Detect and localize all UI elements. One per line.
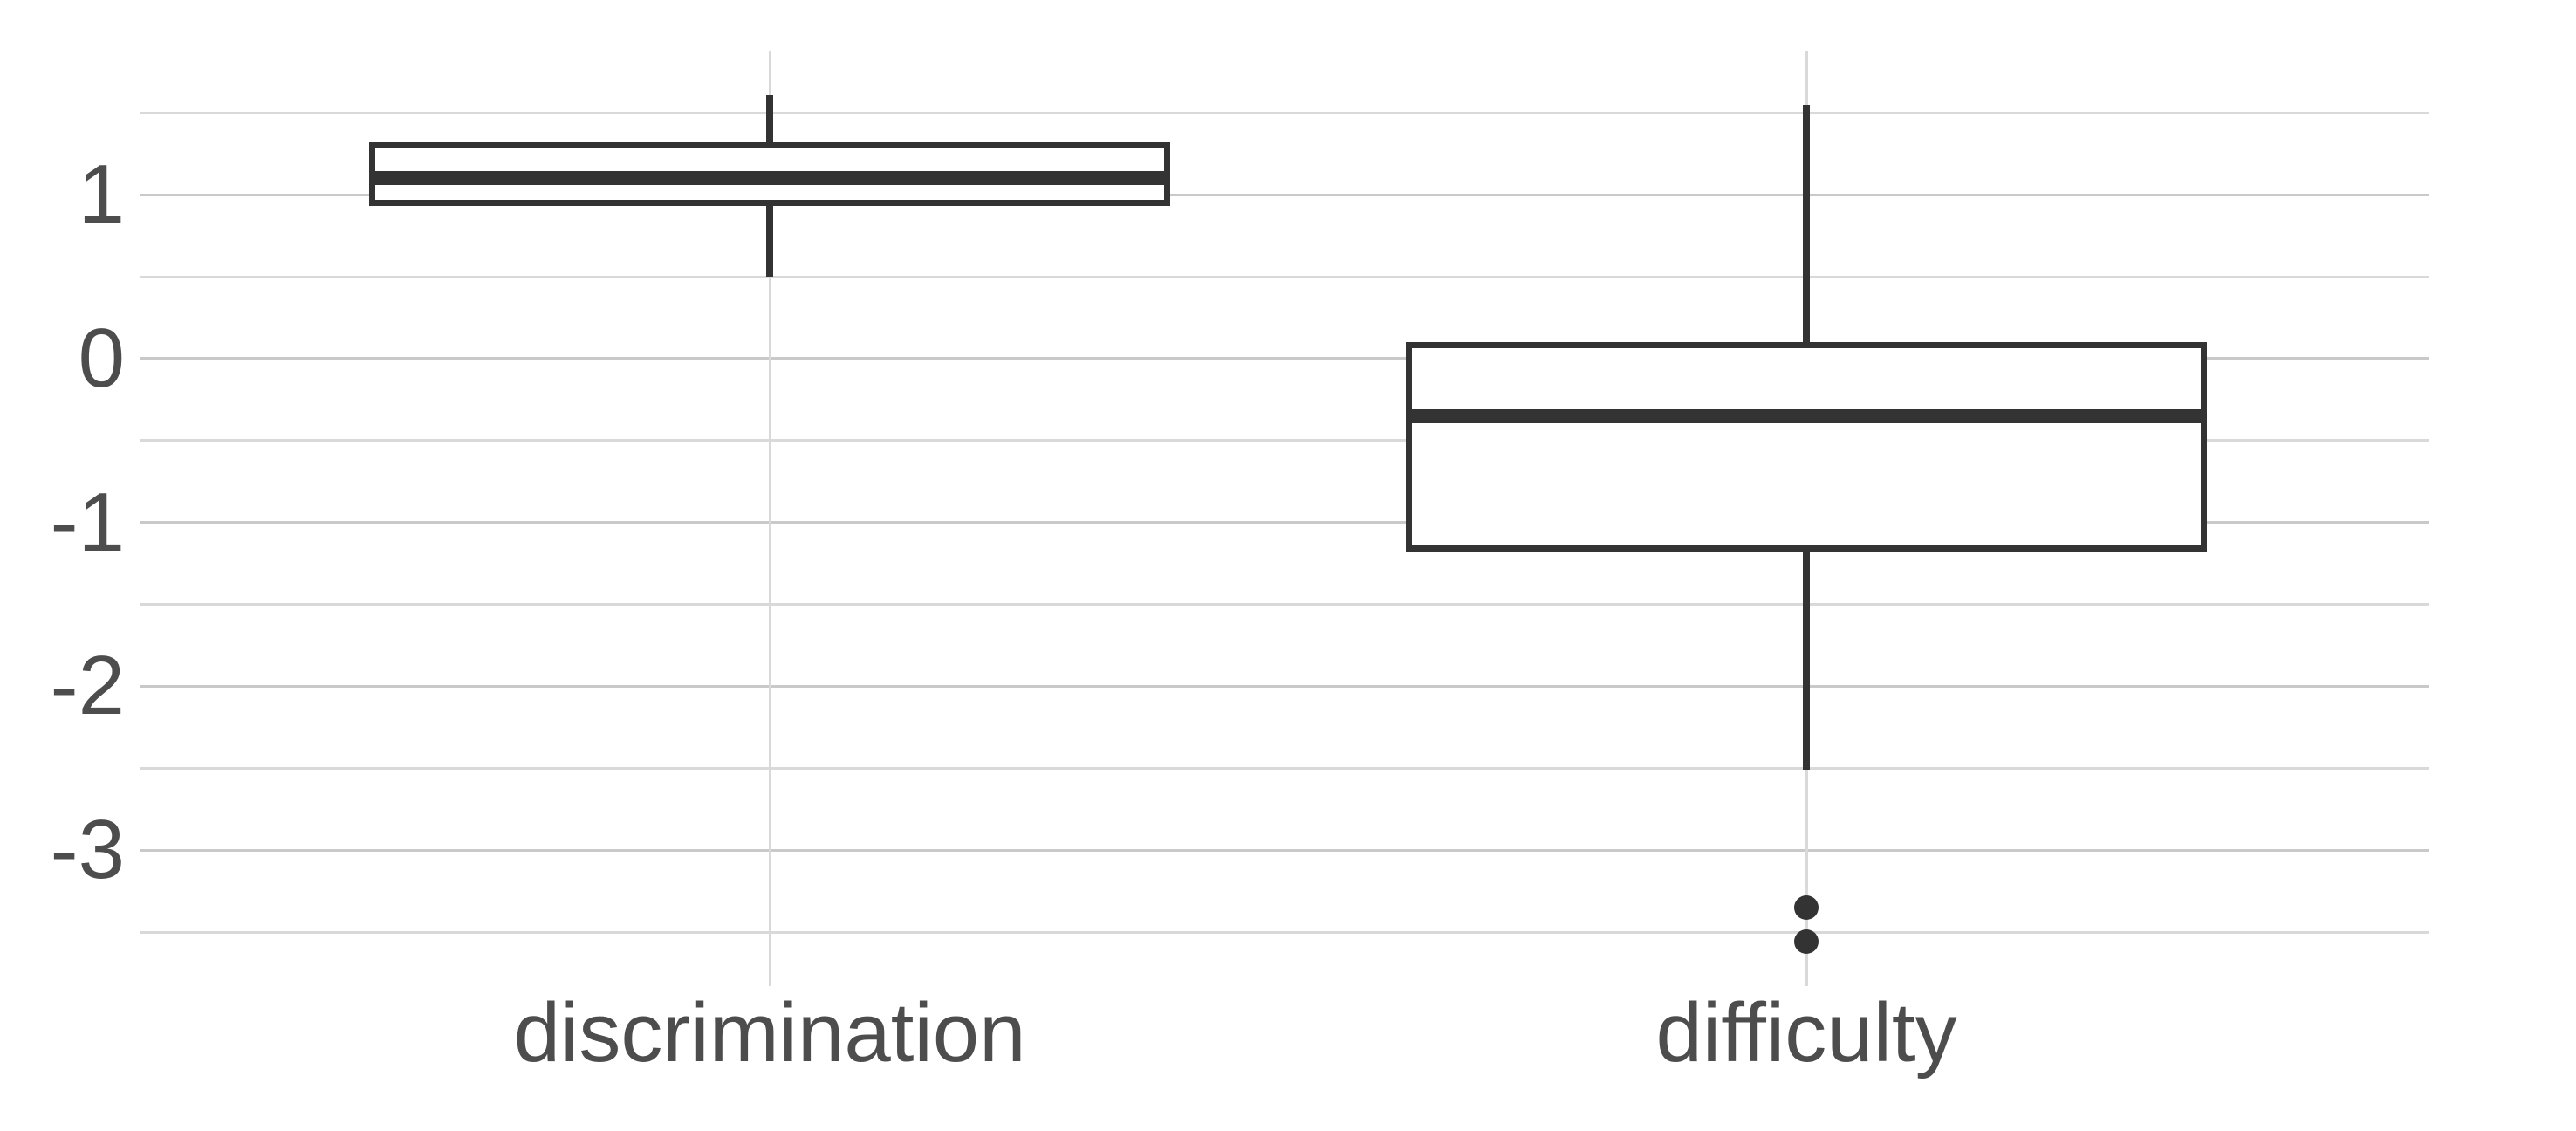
y-axis-tick-label: -2 xyxy=(50,639,125,733)
upper-whisker xyxy=(1803,104,1811,346)
minor-gridline xyxy=(140,930,2429,934)
x-axis-category-label: difficulty xyxy=(1655,986,1957,1080)
y-axis-tick-label: -1 xyxy=(50,475,125,569)
y-axis-tick-label: 1 xyxy=(78,147,125,242)
category-gridline xyxy=(768,51,771,986)
x-axis-category-label: discrimination xyxy=(513,986,1026,1080)
minor-gridline xyxy=(140,439,2429,442)
y-axis-tick-label: 0 xyxy=(78,311,125,405)
y-axis-tick-label: -3 xyxy=(50,803,125,897)
major-gridline xyxy=(140,193,2429,196)
upper-whisker xyxy=(766,94,774,146)
minor-gridline xyxy=(140,603,2429,607)
major-gridline xyxy=(140,521,2429,524)
lower-whisker xyxy=(1803,548,1811,771)
lower-whisker xyxy=(766,202,774,278)
major-gridline xyxy=(140,848,2429,852)
major-gridline xyxy=(140,357,2429,360)
minor-gridline xyxy=(140,275,2429,278)
box-difficulty xyxy=(1406,342,2208,552)
outlier-point xyxy=(1794,895,1819,920)
median-line xyxy=(1412,408,2202,423)
median-line xyxy=(375,171,1165,186)
minor-gridline xyxy=(140,111,2429,114)
minor-gridline xyxy=(140,766,2429,770)
major-gridline xyxy=(140,684,2429,688)
outlier-point xyxy=(1794,929,1819,955)
